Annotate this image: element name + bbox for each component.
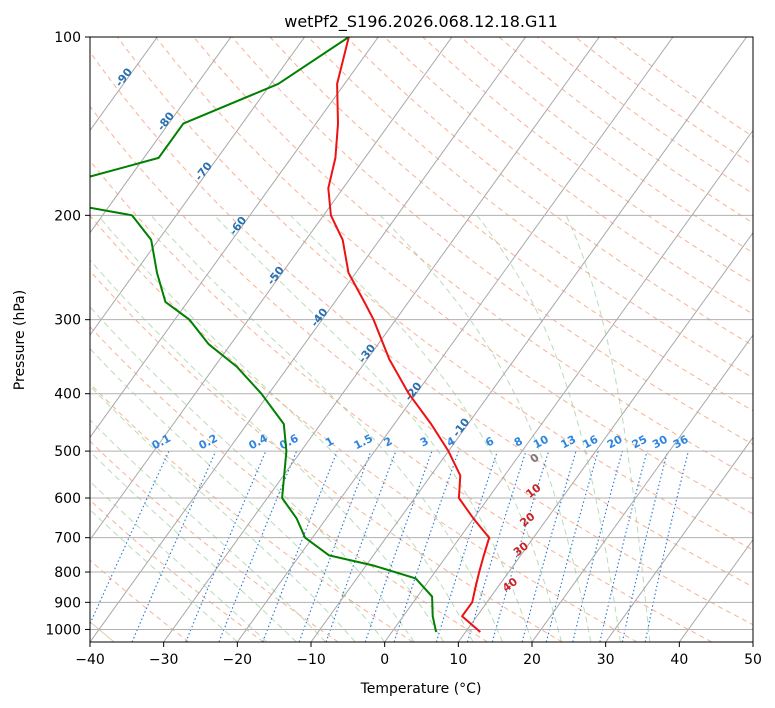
x-tick-label: 40 — [670, 652, 688, 668]
dry-adiabat — [155, 37, 753, 515]
isotherm-line — [90, 37, 306, 336]
isotherm-line — [384, 129, 753, 642]
isotherm-line — [90, 37, 232, 234]
y-tick-label: 900 — [54, 595, 81, 611]
isotherm-line — [90, 37, 453, 541]
mixing-ratio-line — [599, 450, 648, 642]
moist-adiabats — [90, 214, 651, 642]
moist-adiabat — [90, 347, 386, 642]
x-tick-label: 50 — [744, 652, 762, 668]
reference-line-labels: 0.10.20.40.611.52346810131620253036-100-… — [90, 37, 691, 595]
moist-adiabat — [90, 306, 415, 642]
dry-adiabat — [422, 37, 753, 284]
isotherm-line — [531, 334, 753, 642]
mixing-ratio-line — [185, 450, 267, 642]
mixing-ratio-label: 36 — [671, 433, 691, 452]
mixing-ratio-line — [325, 450, 397, 642]
mixing-ratio-label: 10 — [531, 433, 551, 452]
y-tick-label: 400 — [54, 387, 81, 403]
mixing-ratio-line — [435, 450, 498, 642]
plot-frame — [89, 36, 754, 643]
dry-adiabat — [90, 214, 638, 642]
y-tick-label: 200 — [54, 208, 81, 224]
isotherm-line — [90, 37, 379, 439]
moist-adiabat — [90, 480, 268, 642]
plot-area: 0.10.20.40.611.52346810131620253036-100-… — [90, 37, 753, 642]
mixing-ratio-line — [364, 450, 433, 642]
x-tick-label: −40 — [75, 652, 105, 668]
dry-adiabat — [90, 559, 190, 642]
dry-adiabat — [384, 37, 753, 315]
mixing-ratio-line — [262, 450, 338, 642]
x-tick-label: −30 — [149, 652, 179, 668]
moist-adiabat — [90, 259, 445, 642]
mixing-ratio-line — [621, 450, 669, 642]
y-tick-label: 100 — [54, 30, 81, 46]
mixing-ratio-label: 13 — [559, 433, 579, 452]
isotherm-line — [678, 538, 753, 642]
dry-adiabat — [90, 326, 488, 642]
x-tick-label: −20 — [223, 652, 253, 668]
mixing-ratio-label: 20 — [605, 433, 625, 452]
moist-adiabat — [90, 450, 297, 642]
mixing-ratio-line — [644, 450, 689, 642]
mixing-ratio-line — [545, 450, 599, 642]
moist-adiabat — [290, 214, 562, 642]
x-axis-label: Temperature (°C) — [360, 681, 482, 697]
dry-adiabat — [90, 160, 712, 642]
y-tick-label: 500 — [54, 444, 81, 460]
mixing-ratio-label: 25 — [630, 433, 650, 452]
y-tick-label: 600 — [54, 491, 81, 507]
dry-adiabat — [345, 37, 753, 347]
x-tick-label: 10 — [449, 652, 467, 668]
profile-series — [90, 37, 491, 633]
y-tick-label: 1000 — [45, 622, 81, 638]
mixing-ratio-line — [298, 450, 372, 642]
dry-adiabat — [90, 105, 753, 626]
x-tick-label: 30 — [597, 652, 615, 668]
isotherm-line — [457, 231, 753, 642]
moist-adiabat — [150, 214, 503, 642]
dry-adiabat — [90, 51, 753, 588]
mixing-ratio-label: 16 — [581, 433, 601, 452]
y-tick-label: 700 — [54, 531, 81, 547]
chart-title: wetPf2_S196.2026.068.12.18.G11 — [284, 12, 558, 32]
moist-adiabat — [90, 385, 356, 642]
moist-adiabat — [90, 419, 327, 642]
dry-adiabat — [269, 37, 753, 412]
mixing-ratio-line — [572, 450, 623, 642]
temperature-profile-line — [327, 37, 491, 633]
y-axis-label: Pressure (hPa) — [12, 290, 28, 390]
dry-adiabat — [90, 270, 563, 642]
x-tick-label: 20 — [523, 652, 541, 668]
moist-adiabat — [565, 215, 651, 642]
dry-adiabat — [193, 37, 753, 480]
x-tick-label: −10 — [296, 652, 326, 668]
x-axis-ticks: −40 −30 −20 −10 0 10 20 30 40 50 — [75, 642, 762, 668]
y-axis-ticks: 1000 900 800 700 600 500 400 300 200 100 — [45, 30, 90, 638]
y-tick-label: 300 — [54, 313, 81, 329]
moist-adiabat — [213, 214, 533, 642]
dewpoint-profile-line — [90, 37, 438, 633]
moist-adiabat — [97, 214, 474, 642]
isobars — [90, 37, 753, 630]
isotherm-line — [605, 436, 753, 642]
mixing-ratio-line — [218, 450, 298, 642]
isotherm-line — [90, 37, 527, 642]
x-tick-label: 0 — [380, 652, 389, 668]
mixing-ratio-line — [466, 450, 527, 642]
moist-adiabat — [476, 214, 621, 642]
mixing-ratio-label: 30 — [650, 433, 670, 452]
isotherm-line — [310, 37, 748, 642]
y-tick-label: 800 — [54, 565, 81, 581]
mixing-ratio-line — [521, 450, 577, 642]
